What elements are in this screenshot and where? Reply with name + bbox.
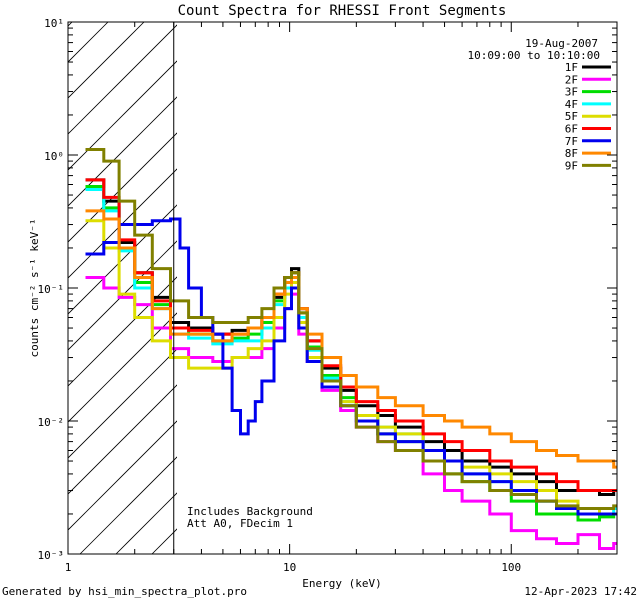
hatch-line bbox=[68, 384, 177, 495]
date-label: 19-Aug-2007 bbox=[525, 37, 598, 50]
time-range-label: 10:09:00 to 10:10:00 bbox=[468, 49, 600, 62]
hatch-line bbox=[68, 24, 177, 135]
y-tick-label: 10⁻¹ bbox=[38, 283, 65, 296]
y-tick-label: 10¹ bbox=[44, 17, 64, 30]
y-tick-label: 10⁻² bbox=[38, 416, 65, 429]
hatch-line bbox=[68, 204, 177, 315]
series-line-4F bbox=[85, 188, 617, 516]
hatch-line bbox=[79, 456, 177, 554]
series-lines bbox=[85, 148, 617, 550]
axis-ticks: 1 10 100 10⁻³ 10⁻² 10⁻¹ 10⁰ 10¹ bbox=[38, 17, 618, 574]
hatch-line bbox=[68, 240, 177, 351]
series-line-5F bbox=[85, 219, 617, 516]
x-axis-label: Energy (keV) bbox=[302, 577, 381, 590]
plot-frame bbox=[67, 21, 618, 555]
hatched-region bbox=[68, 22, 177, 554]
hatch-line bbox=[68, 276, 177, 387]
y-axis-label: counts cm⁻² s⁻¹ keV⁻¹ bbox=[28, 218, 41, 357]
footer-generated: Generated by hsi_min_spectra_plot.pro bbox=[2, 585, 247, 598]
x-tick-label: 10 bbox=[283, 561, 296, 574]
series-line-8F bbox=[85, 209, 617, 469]
legend-label-1F: 1F bbox=[565, 61, 578, 74]
footer-timestamp: 12-Apr-2023 17:42 bbox=[524, 585, 637, 598]
hatch-line bbox=[68, 60, 177, 171]
x-tick-label: 1 bbox=[65, 561, 72, 574]
legend-label-6F: 6F bbox=[565, 123, 578, 136]
hatch-line bbox=[68, 96, 177, 207]
legend-label-2F: 2F bbox=[565, 73, 578, 86]
series-line-7F bbox=[85, 217, 617, 516]
y-tick-label: 10⁻³ bbox=[38, 549, 65, 562]
legend-label-5F: 5F bbox=[565, 110, 578, 123]
legend-label-4F: 4F bbox=[565, 98, 578, 111]
annotation-background: Includes Background bbox=[187, 505, 313, 518]
legend-label-7F: 7F bbox=[565, 135, 578, 148]
y-tick-label: 10⁰ bbox=[44, 150, 64, 163]
series-line-9F bbox=[85, 148, 617, 510]
legend-label-3F: 3F bbox=[565, 86, 578, 99]
hatch-line bbox=[68, 420, 177, 531]
chart-title: Count Spectra for RHESSI Front Segments bbox=[178, 3, 507, 19]
x-tick-label: 100 bbox=[501, 561, 521, 574]
annotation-attenuator: Att A0, FDecim 1 bbox=[187, 517, 293, 530]
legend-label-8F: 8F bbox=[565, 147, 578, 160]
legend-label-9F: 9F bbox=[565, 159, 578, 172]
